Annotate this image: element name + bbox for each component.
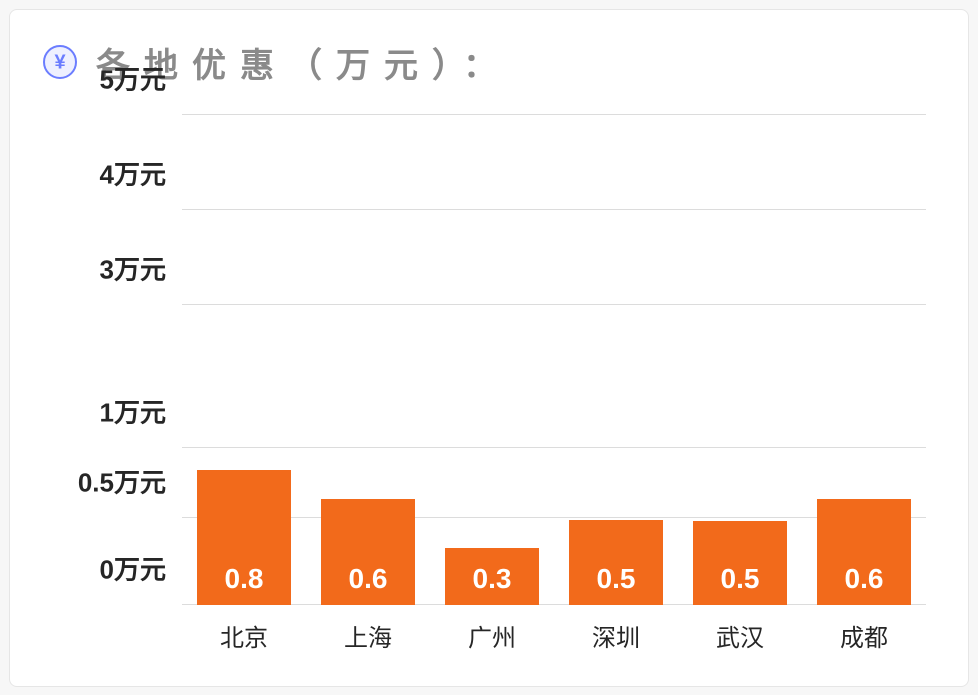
chart-card: ¥ 各地优惠（万元）： 5万元4万元3万元1万元0.5万元0万元 0.80.60… xyxy=(9,9,969,687)
bars-container: 0.8 0.6 0.3 0.5 0.5 0.6 xyxy=(182,115,926,605)
x-tick-label: 上海 xyxy=(306,618,430,653)
y-tick-label: 4万元 xyxy=(100,154,182,191)
bar-slot: 0.5 xyxy=(554,115,678,605)
y-tick-label: 5万元 xyxy=(100,59,182,96)
bar-slot: 0.8 xyxy=(182,115,306,605)
bar-value-label: 0.8 xyxy=(225,563,264,595)
chart-area: 5万元4万元3万元1万元0.5万元0万元 0.80.60.30.50.50.6 … xyxy=(42,105,936,665)
y-tick-label: 0.5万元 xyxy=(78,463,182,500)
bar-slot: 0.3 xyxy=(430,115,554,605)
bar-value-label: 0.3 xyxy=(473,563,512,595)
bar-value-label: 0.5 xyxy=(597,563,636,595)
yen-circle-icon: ¥ xyxy=(42,44,78,80)
bar: 0.8 xyxy=(197,470,291,605)
bar-value-label: 0.6 xyxy=(845,563,884,595)
x-tick-label: 成都 xyxy=(802,618,926,653)
bar: 0.5 xyxy=(569,520,663,605)
plot-area: 5万元4万元3万元1万元0.5万元0万元 0.80.60.30.50.50.6 xyxy=(182,115,926,605)
bar: 0.5 xyxy=(693,521,787,604)
y-tick-label: 1万元 xyxy=(100,392,182,429)
bar-value-label: 0.5 xyxy=(721,563,760,595)
x-tick-label: 广州 xyxy=(430,618,554,653)
y-tick-label: 3万元 xyxy=(100,249,182,286)
bar-slot: 0.6 xyxy=(306,115,430,605)
bar: 0.6 xyxy=(817,499,911,604)
y-tick-label: 0万元 xyxy=(100,549,182,586)
x-tick-label: 深圳 xyxy=(554,618,678,653)
bar: 0.6 xyxy=(321,499,415,604)
bar-slot: 0.6 xyxy=(802,115,926,605)
bar-value-label: 0.6 xyxy=(349,563,388,595)
bar: 0.3 xyxy=(445,548,539,604)
bar-slot: 0.5 xyxy=(678,115,802,605)
x-tick-label: 北京 xyxy=(182,618,306,653)
x-axis-labels: 北京上海广州深圳武汉成都 xyxy=(182,618,926,653)
svg-text:¥: ¥ xyxy=(54,52,66,74)
x-tick-label: 武汉 xyxy=(678,618,802,653)
